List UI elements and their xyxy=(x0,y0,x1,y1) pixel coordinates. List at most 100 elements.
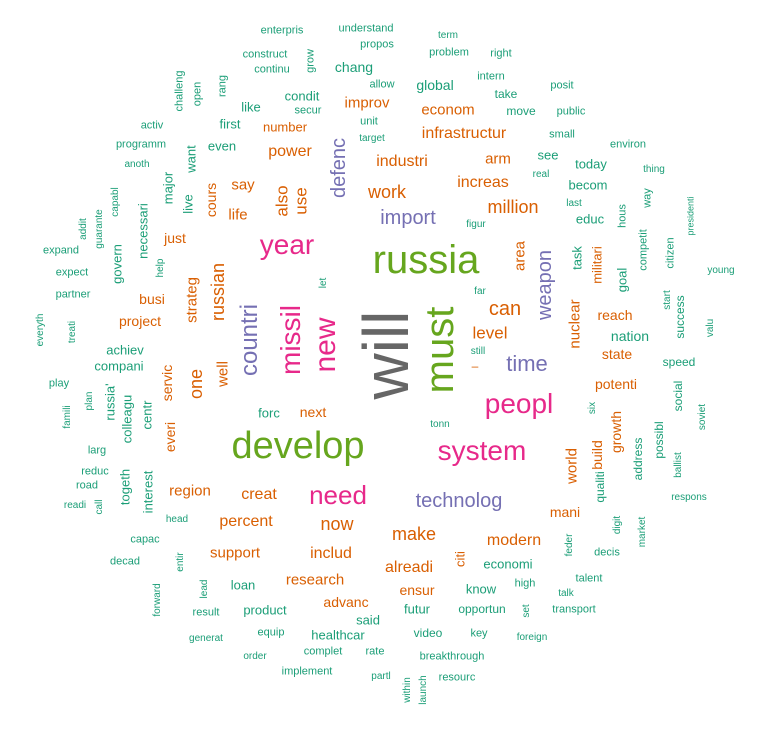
cloud-word: well xyxy=(214,361,232,387)
cloud-word: can xyxy=(488,298,522,320)
cloud-word: implement xyxy=(281,665,333,678)
cloud-word: citi xyxy=(452,551,468,567)
cloud-word: move xyxy=(506,104,536,118)
cloud-word: soviet xyxy=(697,403,708,431)
cloud-word: anoth xyxy=(124,159,150,170)
cloud-word: decis xyxy=(594,546,620,559)
cloud-word: time xyxy=(506,351,548,376)
cloud-word: militari xyxy=(589,246,605,284)
cloud-word: call xyxy=(94,499,105,515)
cloud-word: figur xyxy=(466,219,486,230)
cloud-word: defenc xyxy=(328,137,350,199)
cloud-word: within xyxy=(402,677,413,703)
cloud-word: one xyxy=(186,368,206,400)
cloud-word: develop xyxy=(231,425,365,467)
cloud-word: includ xyxy=(310,545,352,562)
cloud-word: percent xyxy=(219,513,273,530)
cloud-word: say xyxy=(231,176,255,194)
cloud-word: said xyxy=(356,612,380,628)
cloud-word: addit xyxy=(78,218,89,240)
cloud-word: see xyxy=(537,147,559,163)
cloud-word: entir xyxy=(175,552,186,572)
cloud-word: six xyxy=(587,401,598,415)
cloud-word: modern xyxy=(486,532,542,549)
cloud-word: set xyxy=(521,604,532,618)
cloud-word: strateg xyxy=(183,277,201,323)
cloud-word: area xyxy=(511,240,529,272)
cloud-word: resourc xyxy=(438,671,476,684)
cloud-word: guarante xyxy=(94,209,105,249)
cloud-word: success xyxy=(673,295,687,339)
cloud-word: grow xyxy=(304,49,317,73)
cloud-word: expect xyxy=(55,266,89,279)
cloud-word: use xyxy=(291,187,311,215)
cloud-word: plan xyxy=(84,391,95,411)
cloud-word: govern xyxy=(109,244,125,284)
cloud-word: world xyxy=(563,448,581,484)
cloud-word: address xyxy=(631,437,645,481)
cloud-word: citizen xyxy=(664,237,677,269)
cloud-word: next xyxy=(299,404,327,420)
cloud-word: creat xyxy=(241,486,277,503)
cloud-word: power xyxy=(268,143,312,160)
cloud-word: larg xyxy=(87,444,107,457)
cloud-word: weapon xyxy=(534,249,556,321)
cloud-word: digit xyxy=(612,515,623,535)
cloud-word: partner xyxy=(55,288,91,301)
cloud-word: potenti xyxy=(594,376,638,392)
cloud-word: opportun xyxy=(458,602,506,616)
cloud-word: economi xyxy=(483,556,533,572)
cloud-word: problem xyxy=(429,46,469,59)
cloud-word: speed xyxy=(662,355,696,369)
cloud-word: servic xyxy=(159,364,175,402)
cloud-word: posit xyxy=(550,79,574,92)
cloud-word: tonn xyxy=(430,419,450,430)
cloud-word: capabl xyxy=(110,187,121,217)
cloud-word: mani xyxy=(549,504,581,520)
cloud-word: technolog xyxy=(415,490,503,512)
cloud-word: colleagu xyxy=(119,394,135,444)
cloud-word: secur xyxy=(294,104,322,117)
cloud-word: hous xyxy=(616,204,629,228)
cloud-word: want xyxy=(183,145,199,173)
cloud-word: build xyxy=(589,440,605,470)
cloud-word: last xyxy=(566,198,582,209)
cloud-word: infrastructur xyxy=(421,125,507,142)
cloud-word: take xyxy=(494,87,518,101)
cloud-word: countri xyxy=(236,303,263,377)
cloud-word: social xyxy=(671,380,685,412)
cloud-word: econom xyxy=(421,101,475,119)
cloud-word: decad xyxy=(110,555,140,568)
cloud-word: readi xyxy=(63,500,87,511)
cloud-word: futur xyxy=(403,601,431,617)
cloud-word: forc xyxy=(258,405,280,421)
cloud-word: capac xyxy=(130,533,160,546)
cloud-word: term xyxy=(438,30,458,41)
cloud-word: state xyxy=(601,346,633,362)
cloud-word: arm xyxy=(485,150,511,168)
cloud-word: interest xyxy=(140,470,156,514)
cloud-word: possibl xyxy=(652,421,666,459)
cloud-word: busi xyxy=(139,291,165,307)
cloud-word: russian xyxy=(208,262,228,322)
cloud-word: product xyxy=(243,602,287,618)
cloud-word: alreadi xyxy=(384,559,434,576)
cloud-word: region xyxy=(169,482,211,500)
cloud-word: necessari xyxy=(135,203,151,259)
cloud-word: continu xyxy=(254,63,290,76)
cloud-word: educ xyxy=(575,211,605,227)
cloud-word: rang xyxy=(216,74,229,98)
cloud-word: everyth xyxy=(35,313,46,347)
cloud-word: foreign xyxy=(516,632,548,643)
cloud-word: play xyxy=(48,377,70,390)
cloud-word: rate xyxy=(365,645,385,658)
cloud-word: like xyxy=(241,99,261,115)
cloud-word: everi xyxy=(162,421,178,453)
cloud-word: missil xyxy=(275,305,306,375)
cloud-word: task xyxy=(569,246,585,270)
cloud-word: major xyxy=(160,171,176,205)
cloud-word: start xyxy=(662,290,673,310)
cloud-word: result xyxy=(192,606,220,619)
cloud-word: activ xyxy=(140,119,164,132)
cloud-word: just xyxy=(164,230,186,246)
